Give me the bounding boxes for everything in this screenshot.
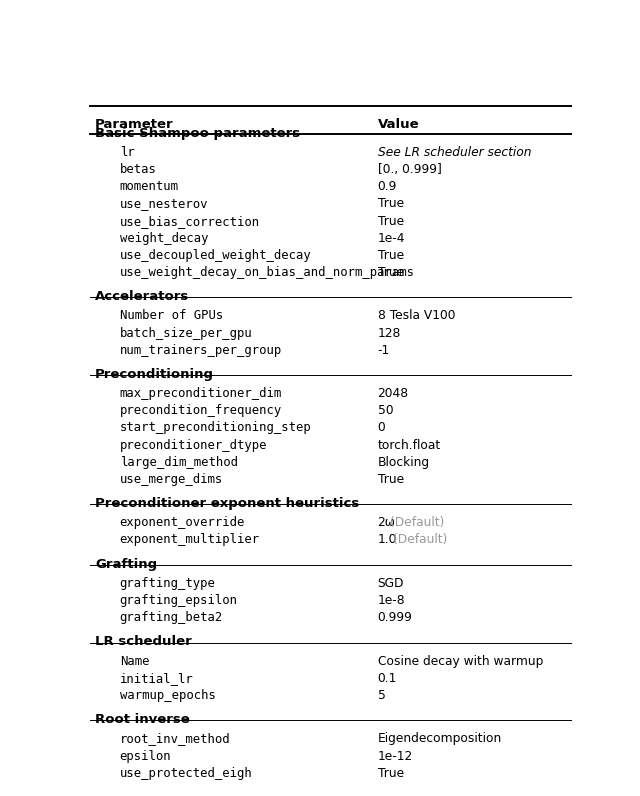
Text: Number of GPUs: Number of GPUs [120,310,223,322]
Text: use_protected_eigh: use_protected_eigh [120,767,252,779]
Text: momentum: momentum [120,181,179,193]
Text: use_bias_correction: use_bias_correction [120,215,260,228]
Text: grafting_type: grafting_type [120,577,216,590]
Text: Root inverse: Root inverse [95,713,189,726]
Text: num_trainers_per_group: num_trainers_per_group [120,344,282,357]
Text: initial_lr: initial_lr [120,672,193,685]
Text: 0.9: 0.9 [378,181,397,193]
Text: Value: Value [378,118,419,131]
Text: True: True [378,215,404,228]
Text: 2ω: 2ω [378,517,396,529]
Text: SGD: SGD [378,577,404,590]
Text: LR scheduler: LR scheduler [95,635,191,649]
Text: lr: lr [120,146,134,159]
Text: 0.1: 0.1 [378,672,397,685]
Text: -1: -1 [378,344,390,357]
Text: Accelerators: Accelerators [95,291,189,303]
Text: Grafting: Grafting [95,558,157,571]
Text: True: True [378,249,404,262]
Text: weight_decay: weight_decay [120,232,208,244]
Text: exponent_multiplier: exponent_multiplier [120,533,260,546]
Text: warmup_epochs: warmup_epochs [120,689,216,702]
Text: See LR scheduler section: See LR scheduler section [378,146,531,159]
Text: 0.999: 0.999 [378,611,412,624]
Text: torch.float: torch.float [378,439,441,451]
Text: Cosine decay with warmup: Cosine decay with warmup [378,654,543,668]
Text: [0., 0.999]: [0., 0.999] [378,163,442,176]
Text: 2048: 2048 [378,387,409,400]
Text: use_merge_dims: use_merge_dims [120,473,223,486]
Text: (Default): (Default) [394,533,448,546]
Text: use_decoupled_weight_decay: use_decoupled_weight_decay [120,249,312,262]
Text: grafting_epsilon: grafting_epsilon [120,594,237,607]
Text: preconditioner_dtype: preconditioner_dtype [120,439,267,451]
Text: 8 Tesla V100: 8 Tesla V100 [378,310,455,322]
Text: True: True [378,266,404,279]
Text: root_inv_method: root_inv_method [120,732,230,745]
Text: exponent_override: exponent_override [120,517,245,529]
Text: 1e-8: 1e-8 [378,594,405,607]
Text: use_nesterov: use_nesterov [120,197,208,210]
Text: 1e-12: 1e-12 [378,750,413,763]
Text: max_preconditioner_dim: max_preconditioner_dim [120,387,282,400]
Text: Eigendecomposition: Eigendecomposition [378,732,502,745]
Text: betas: betas [120,163,157,176]
Text: large_dim_method: large_dim_method [120,455,237,469]
Text: 50: 50 [378,404,393,417]
Text: 1e-4: 1e-4 [378,232,405,244]
Text: batch_size_per_gpu: batch_size_per_gpu [120,326,252,340]
Text: Basic Shampoo parameters: Basic Shampoo parameters [95,127,300,140]
Text: True: True [378,767,404,779]
Text: use_weight_decay_on_bias_and_norm_params: use_weight_decay_on_bias_and_norm_params [120,266,415,279]
Text: Parameter: Parameter [95,118,173,131]
Text: True: True [378,197,404,210]
Text: precondition_frequency: precondition_frequency [120,404,282,417]
Text: grafting_beta2: grafting_beta2 [120,611,223,624]
Text: Preconditioner exponent heuristics: Preconditioner exponent heuristics [95,497,359,510]
Text: 5: 5 [378,689,385,702]
Text: True: True [378,473,404,486]
Text: Blocking: Blocking [378,455,429,469]
Text: Name: Name [120,654,149,668]
Text: Preconditioning: Preconditioning [95,368,214,381]
Text: 1.0: 1.0 [378,533,397,546]
Text: (Default): (Default) [390,517,444,529]
Text: epsilon: epsilon [120,750,172,763]
Text: 0: 0 [378,421,385,435]
Text: 128: 128 [378,326,401,340]
Text: start_preconditioning_step: start_preconditioning_step [120,421,312,435]
